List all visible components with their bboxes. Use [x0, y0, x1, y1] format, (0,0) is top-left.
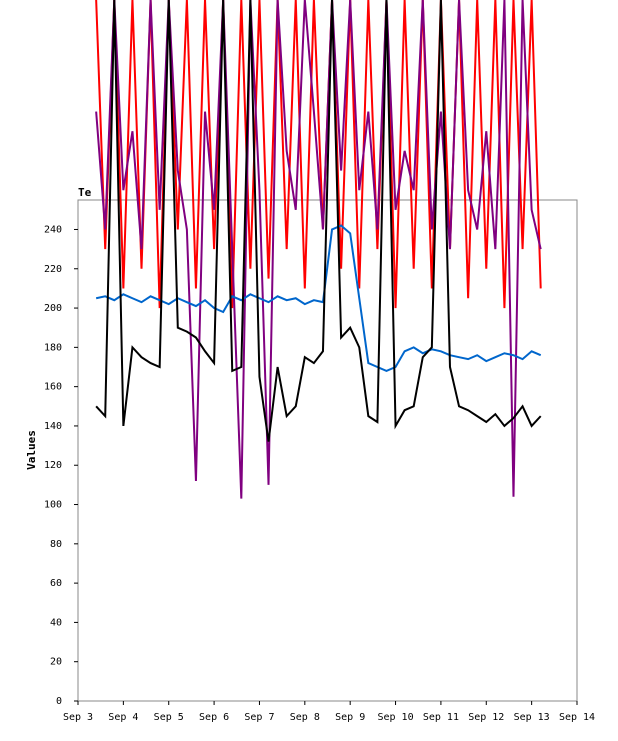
- y-tick-label: 0: [56, 696, 62, 707]
- y-tick-label: 200: [44, 303, 62, 314]
- y-tick-label: 160: [44, 382, 62, 393]
- y-tick-label: 240: [44, 224, 62, 235]
- x-tick-label: Sep 9: [335, 712, 365, 723]
- x-tick-label: Sep 11: [423, 712, 459, 723]
- x-tick-label: Sep 14: [559, 712, 595, 723]
- x-tick-label: Sep 3: [63, 712, 93, 723]
- y-tick-label: 120: [44, 460, 62, 471]
- x-tick-label: Sep 4: [108, 712, 138, 723]
- y-tick-label: 60: [50, 578, 62, 589]
- y-tick-label: 140: [44, 421, 62, 432]
- y-tick-label: 100: [44, 500, 62, 511]
- chart-title: Te: [78, 186, 92, 199]
- y-tick-label: 40: [50, 617, 62, 628]
- x-tick-label: Sep 7: [244, 712, 274, 723]
- y-tick-label: 180: [44, 342, 62, 353]
- x-tick-label: Sep 5: [154, 712, 184, 723]
- y-tick-label: 20: [50, 657, 62, 668]
- y-tick-label: 80: [50, 539, 62, 550]
- series-line: [95, 0, 542, 442]
- y-tick-label: 220: [44, 264, 62, 275]
- x-tick-label: Sep 12: [468, 712, 504, 723]
- x-tick-label: Sep 8: [290, 712, 320, 723]
- series-line: [95, 224, 542, 373]
- x-tick-label: Sep 13: [514, 712, 550, 723]
- y-axis-label: Values: [25, 430, 38, 470]
- plot-frame: [77, 199, 578, 702]
- x-tick-label: Sep 10: [377, 712, 413, 723]
- x-tick-label: Sep 6: [199, 712, 229, 723]
